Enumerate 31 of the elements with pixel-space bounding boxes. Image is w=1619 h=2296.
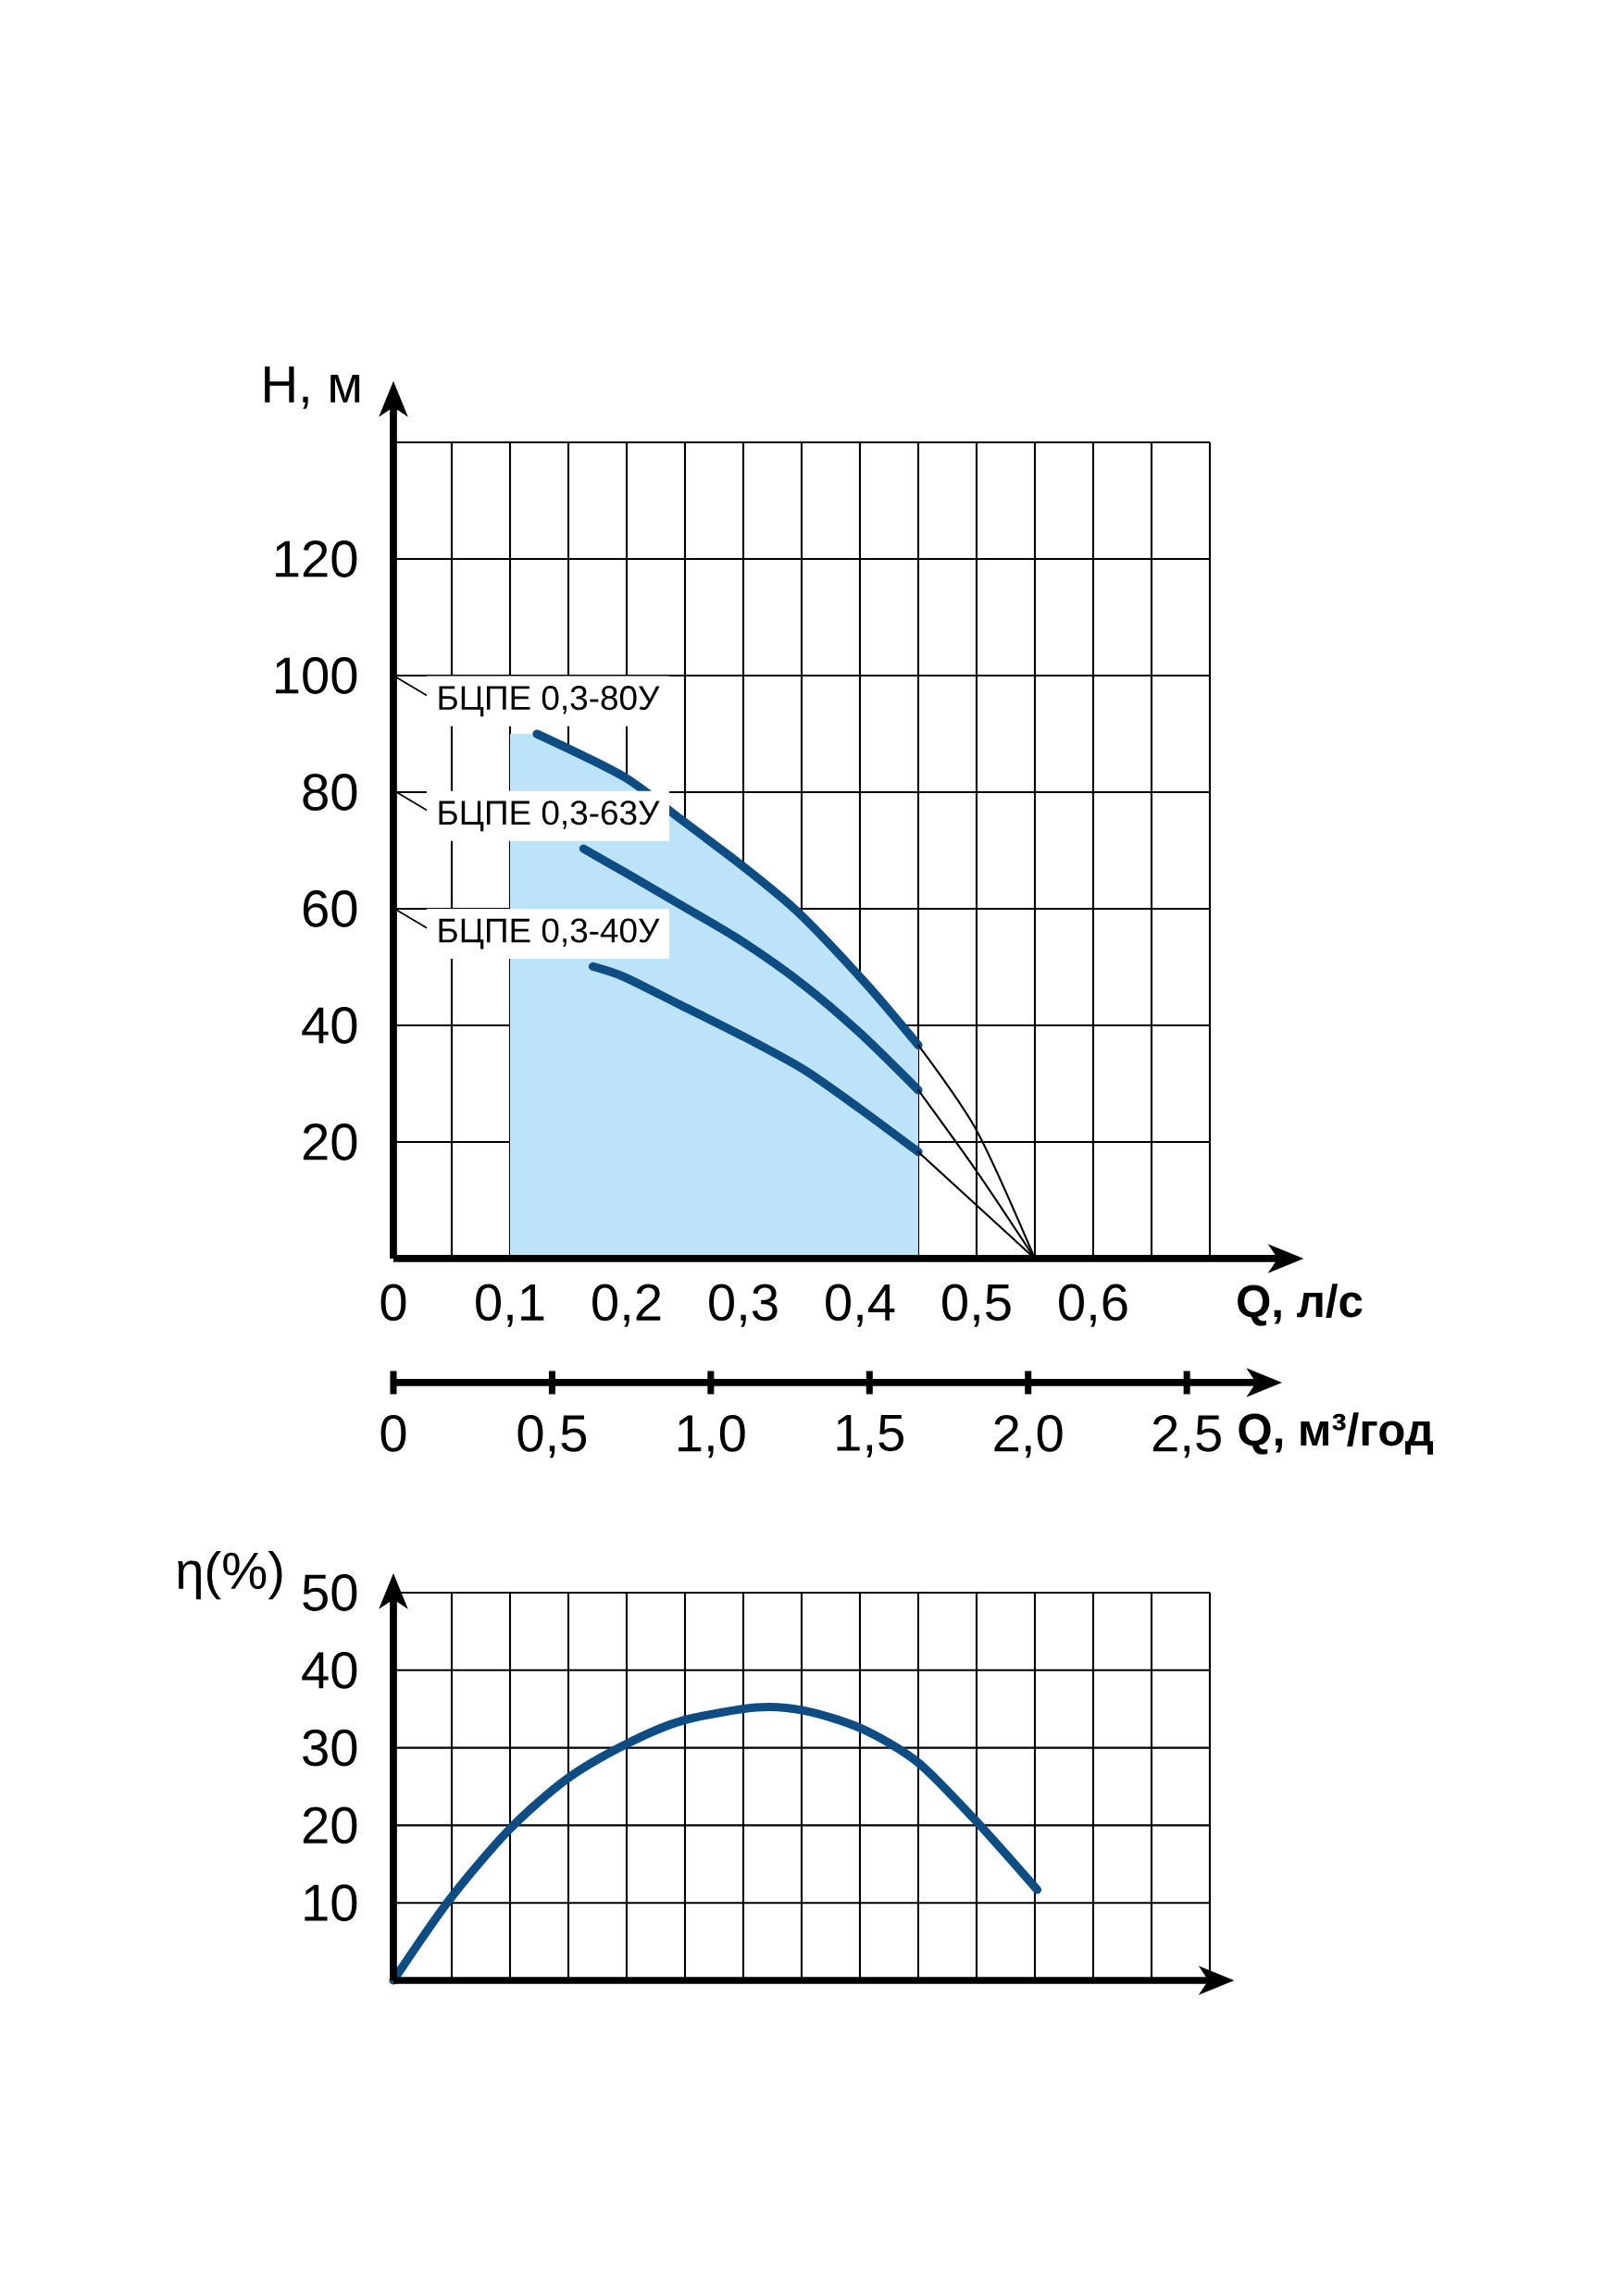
x2-tick-label: 2,5 [1152, 1414, 1221, 1458]
x-tick-label: 0,1 [476, 1284, 544, 1327]
x2-axis-title: Q, м³/год [1239, 1412, 1434, 1455]
y-axis-title: H, м [265, 366, 360, 409]
x-tick-label: 0,6 [1059, 1284, 1127, 1327]
series-label: БЦПЕ 0,3-40У [439, 918, 660, 949]
y-tick-label: 100 [276, 657, 357, 694]
y-tick-label: 60 [303, 890, 357, 927]
y-axis-title: η(%) [178, 1550, 282, 1600]
series-label: БЦПЕ 0,3-63У [439, 800, 660, 832]
y-tick-label: 20 [303, 1123, 357, 1160]
x2-tick-label: 1,0 [679, 1414, 745, 1458]
y-tick-label: 40 [302, 1651, 357, 1689]
y-tick-label: 20 [303, 1806, 357, 1844]
series-label: БЦПЕ 0,3-80У [439, 686, 660, 717]
y-tick-label: 50 [303, 1574, 357, 1611]
x-tick-label: 0,3 [709, 1284, 778, 1327]
y-tick-label: 120 [276, 540, 357, 577]
y-tick-label: 10 [305, 1884, 357, 1922]
x-tick-label: 0,5 [942, 1284, 1011, 1327]
y-tick-label: 30 [303, 1729, 357, 1767]
y-tick-label: 40 [302, 1007, 357, 1044]
x2-tick-label: 1,5 [837, 1414, 903, 1458]
y-tick-label: 80 [303, 774, 357, 811]
x-tick-label: 0 [380, 1284, 406, 1322]
x-tick-label: 0,4 [826, 1284, 895, 1327]
x-axis-title: Q, л/с [1238, 1284, 1363, 1326]
x2-tick-label: 0 [380, 1414, 406, 1452]
x-tick-label: 0,2 [592, 1284, 661, 1327]
x2-tick-label: 2,0 [994, 1414, 1063, 1458]
x2-tick-label: 0,5 [517, 1414, 587, 1458]
